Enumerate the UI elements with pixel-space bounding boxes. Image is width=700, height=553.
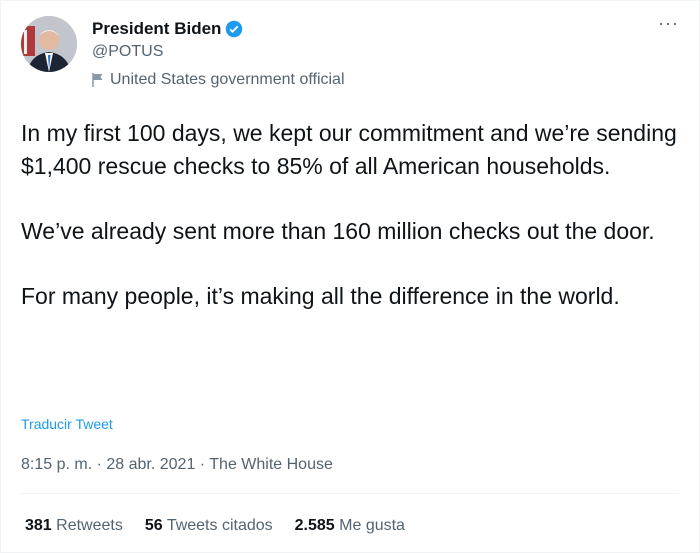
author-name[interactable]: President Biden [92, 19, 243, 39]
tweet-text: In my first 100 days, we kept our commit… [21, 120, 677, 309]
retweets-stat[interactable]: 381 Retweets [25, 517, 123, 534]
likes-stat[interactable]: 2.585 Me gusta [294, 517, 405, 534]
verified-badge-icon [226, 20, 243, 38]
flag-icon [92, 73, 103, 87]
translate-tweet-link[interactable]: Traducir Tweet [21, 416, 113, 432]
tweet-stats: 381 Retweets 56 Tweets citados 2.585 Me … [25, 517, 405, 535]
quote-tweets-stat[interactable]: 56 Tweets citados [144, 517, 273, 534]
government-label: United States government official [92, 71, 345, 89]
divider [21, 493, 679, 494]
tweet-timestamp[interactable]: 8:15 p. m. · 28 abr. 2021 · The White Ho… [21, 456, 333, 473]
author-handle[interactable]: @POTUS [92, 43, 164, 60]
avatar[interactable] [21, 16, 77, 72]
more-options-icon[interactable]: ··· [658, 13, 679, 33]
avatar-photo [21, 16, 77, 72]
